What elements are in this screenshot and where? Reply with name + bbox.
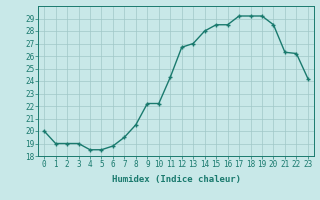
X-axis label: Humidex (Indice chaleur): Humidex (Indice chaleur) (111, 175, 241, 184)
